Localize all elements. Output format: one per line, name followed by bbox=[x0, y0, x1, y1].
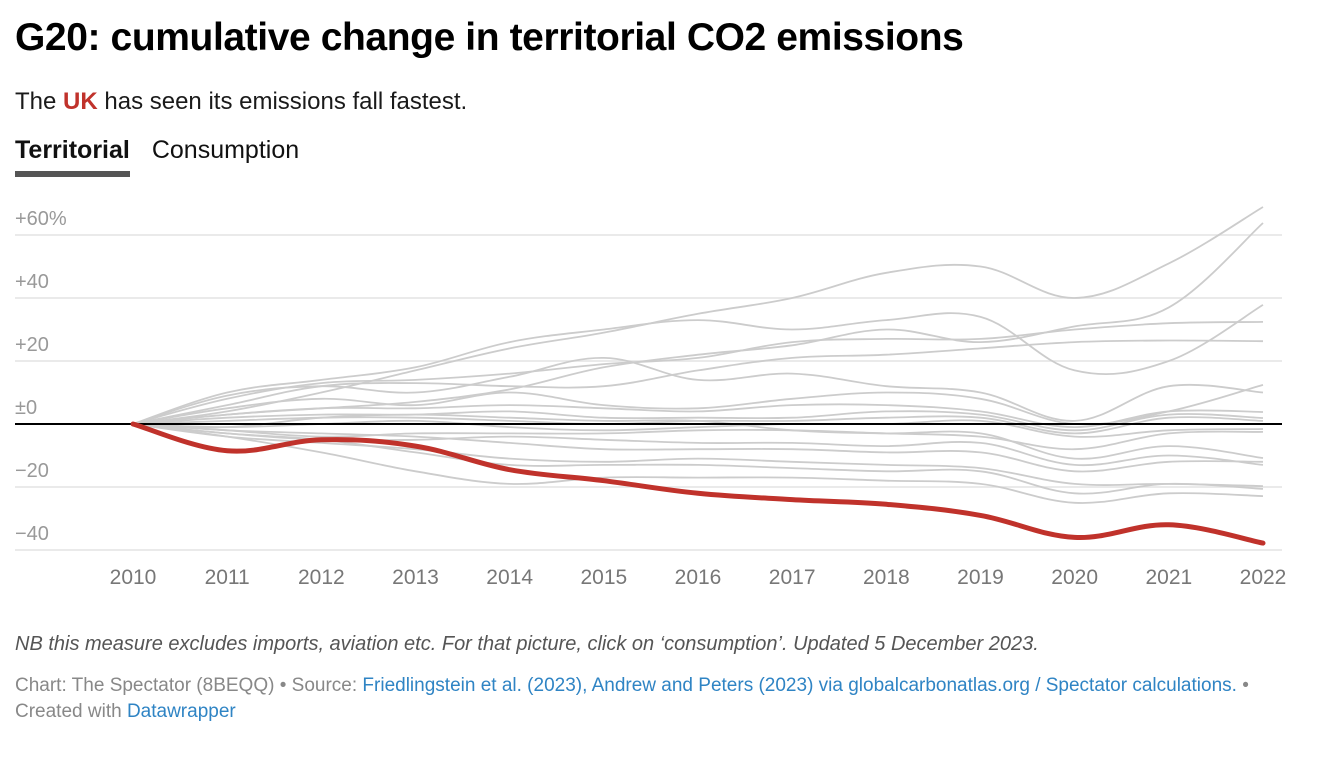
x-tick-label: 2013 bbox=[392, 566, 439, 589]
country-line-series-3[interactable] bbox=[132, 304, 1264, 425]
chart-subtitle: The UK has seen its emissions fall faste… bbox=[15, 88, 467, 116]
separator: • bbox=[1236, 675, 1249, 696]
y-tick-label: −20 bbox=[15, 460, 49, 482]
y-tick-label: ±0 bbox=[15, 397, 37, 419]
x-tick-label: 2020 bbox=[1051, 566, 1098, 589]
country-line-series-8[interactable] bbox=[132, 403, 1264, 429]
chart-byline: Chart: The Spectator (8BEQQ) • Source: F… bbox=[15, 673, 1315, 725]
y-tick-label: +20 bbox=[15, 334, 49, 356]
country-line-series-13[interactable] bbox=[132, 413, 1264, 460]
source-label: Source: bbox=[291, 675, 363, 696]
x-tick-label: 2011 bbox=[205, 566, 250, 589]
chart-title: G20: cumulative change in territorial CO… bbox=[15, 16, 964, 59]
separator: • bbox=[274, 675, 292, 696]
subtitle-highlight-uk: UK bbox=[63, 88, 98, 115]
country-line-series-4[interactable] bbox=[132, 321, 1264, 425]
datawrapper-link[interactable]: Datawrapper bbox=[126, 701, 236, 722]
x-tick-label: 2017 bbox=[769, 566, 816, 589]
x-tick-label: 2010 bbox=[110, 566, 157, 589]
country-line-series-9[interactable] bbox=[132, 410, 1264, 432]
y-axis-labels: +60% +40 +20 ±0 −20 −40 bbox=[15, 208, 67, 545]
source-link[interactable]: Friedlingstein et al. (2023), Andrew and… bbox=[362, 675, 1237, 696]
country-line-series-1[interactable] bbox=[132, 206, 1264, 425]
view-tabs: Territorial Consumption bbox=[15, 136, 300, 177]
country-line-series-18[interactable] bbox=[132, 423, 1264, 504]
uk-line[interactable] bbox=[130, 421, 1266, 546]
tab-consumption[interactable]: Consumption bbox=[151, 136, 300, 164]
created-label: Created with bbox=[15, 701, 127, 722]
line-chart: +60%+40+20±0−20−40 2010 2011 2012 2013 2014 2… bbox=[15, 206, 1287, 589]
y-tick-label: +60% bbox=[15, 208, 67, 230]
x-tick-label: 2019 bbox=[957, 566, 1004, 589]
chart-note: NB this measure excludes imports, aviati… bbox=[15, 633, 1039, 655]
x-tick-label: 2016 bbox=[675, 566, 722, 589]
y-tick-label: −40 bbox=[15, 523, 49, 545]
x-tick-label: 2015 bbox=[580, 566, 627, 589]
other-country-lines bbox=[132, 206, 1264, 504]
x-tick-label: 2012 bbox=[298, 566, 345, 589]
chart-credit: Chart: The Spectator (8BEQQ) bbox=[15, 675, 275, 696]
x-tick-label: 2022 bbox=[1240, 566, 1287, 589]
country-line-series-2[interactable] bbox=[132, 222, 1264, 425]
y-tick-label: +40 bbox=[15, 271, 49, 293]
subtitle-text-after: has seen its emissions fall fastest. bbox=[97, 88, 468, 115]
country-line-series-12[interactable] bbox=[132, 423, 1264, 451]
x-tick-label: 2014 bbox=[486, 566, 533, 589]
country-line-series-6[interactable] bbox=[132, 356, 1264, 425]
subtitle-text-before: The bbox=[15, 88, 64, 115]
tab-territorial[interactable]: Territorial bbox=[15, 136, 130, 177]
country-line-series-16[interactable] bbox=[132, 423, 1264, 487]
x-tick-label: 2018 bbox=[863, 566, 910, 589]
country-line-series-15[interactable] bbox=[132, 423, 1264, 473]
uk-line-group bbox=[130, 421, 1266, 546]
x-axis-labels: 2010 2011 2012 2013 2014 2015 2016 2017 2018 2019… bbox=[110, 566, 1287, 589]
x-tick-label: 2021 bbox=[1145, 566, 1192, 589]
